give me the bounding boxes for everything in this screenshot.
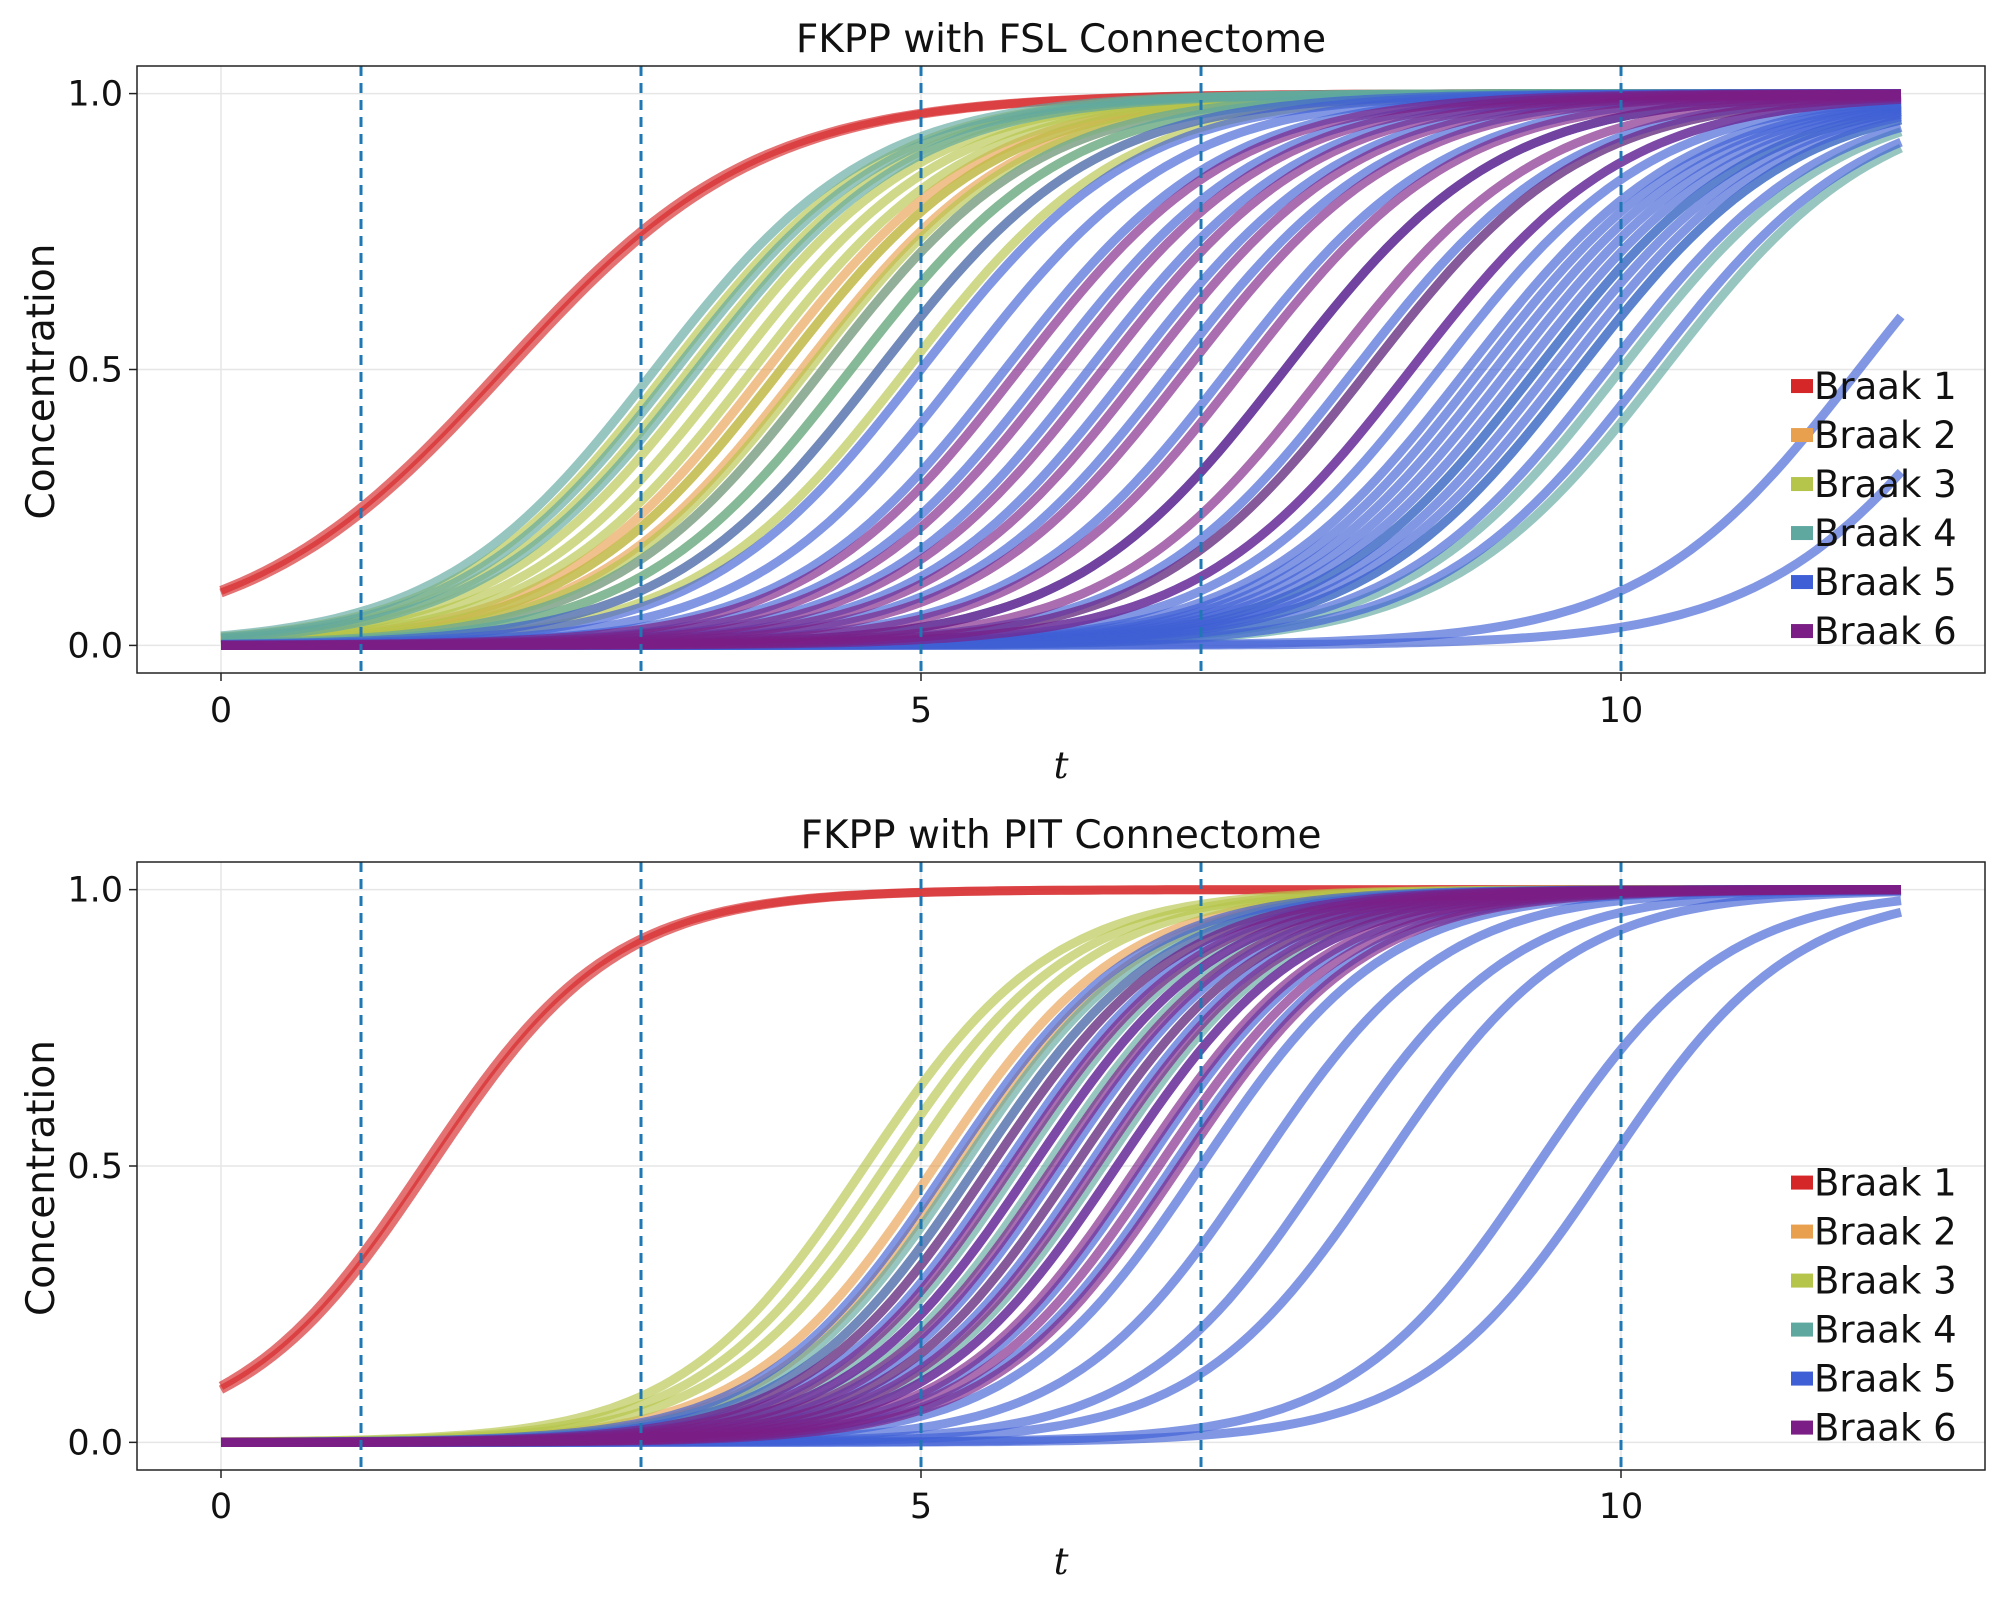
- x-tick-label: 10: [1599, 691, 1644, 731]
- legend-label: Braak 1: [1814, 1162, 1957, 1205]
- x-axis-label: t: [1054, 1540, 1069, 1583]
- series-lines: [218, 885, 1903, 1447]
- legend-swatch: [1791, 1420, 1813, 1435]
- legend-swatch: [1791, 575, 1813, 590]
- x-axis-label: t: [1054, 744, 1069, 787]
- legend-swatch: [1791, 1175, 1813, 1190]
- legend-swatch: [1791, 526, 1813, 541]
- legend: Braak 1 Braak 2 Braak 3 Braak 4 Braak 5 Braak…: [1791, 1162, 1957, 1450]
- legend-label: Braak 2: [1814, 414, 1957, 457]
- legend-label: Braak 3: [1814, 463, 1957, 506]
- panel-pit-connectome: FKPP with PIT Connectome 0.0 0.5 1.0 0 5 10 t Co…: [19, 813, 1986, 1583]
- series-line: [221, 94, 1902, 650]
- series-lines: [219, 89, 1905, 650]
- x-tick-label: 0: [210, 1487, 232, 1527]
- legend-label: Braak 2: [1814, 1211, 1957, 1254]
- legend-label: Braak 5: [1814, 1358, 1957, 1401]
- legend-swatch: [1791, 428, 1813, 443]
- legend-label: Braak 4: [1814, 1309, 1957, 1352]
- panel-fsl-connectome: FKPP with FSL Connectome 0.0 0.5 1.0 0 5 10 t Co…: [19, 17, 1986, 787]
- legend-swatch: [1791, 1322, 1813, 1337]
- y-tick-label: 1.0: [67, 871, 123, 911]
- legend-swatch: [1791, 624, 1813, 639]
- y-tick-label: 1.0: [67, 75, 123, 115]
- x-tick-label: 10: [1599, 1487, 1644, 1527]
- legend-label: Braak 6: [1814, 1407, 1957, 1450]
- x-tick-label: 5: [910, 1487, 932, 1527]
- y-tick-label: 0.5: [67, 351, 123, 391]
- legend-swatch: [1791, 1224, 1813, 1239]
- series-line: [221, 885, 1901, 1447]
- legend-label: Braak 6: [1814, 610, 1957, 653]
- y-tick-label: 0.0: [67, 1423, 123, 1463]
- legend-swatch: [1791, 1273, 1813, 1288]
- series-braak-6: [221, 885, 1902, 1447]
- legend-label: Braak 3: [1814, 1260, 1957, 1303]
- y-axis-label: Concentration: [19, 244, 64, 520]
- x-tick-label: 0: [210, 691, 232, 731]
- y-tick-label: 0.0: [67, 626, 123, 666]
- chart-title: FKPP with FSL Connectome: [796, 17, 1326, 62]
- chart-title: FKPP with PIT Connectome: [801, 813, 1322, 858]
- legend-label: Braak 4: [1814, 512, 1957, 555]
- x-tick-label: 5: [910, 691, 932, 731]
- series-line: [221, 907, 1903, 1447]
- legend: Braak 1 Braak 2 Braak 3 Braak 4 Braak 5 Braak…: [1791, 365, 1957, 653]
- y-tick-label: 0.5: [67, 1147, 123, 1187]
- y-axis-label: Concentration: [19, 1040, 64, 1316]
- legend-label: Braak 1: [1814, 365, 1957, 408]
- legend-swatch: [1791, 379, 1813, 394]
- legend-swatch: [1791, 1371, 1813, 1386]
- legend-swatch: [1791, 477, 1813, 492]
- legend-label: Braak 5: [1814, 561, 1957, 604]
